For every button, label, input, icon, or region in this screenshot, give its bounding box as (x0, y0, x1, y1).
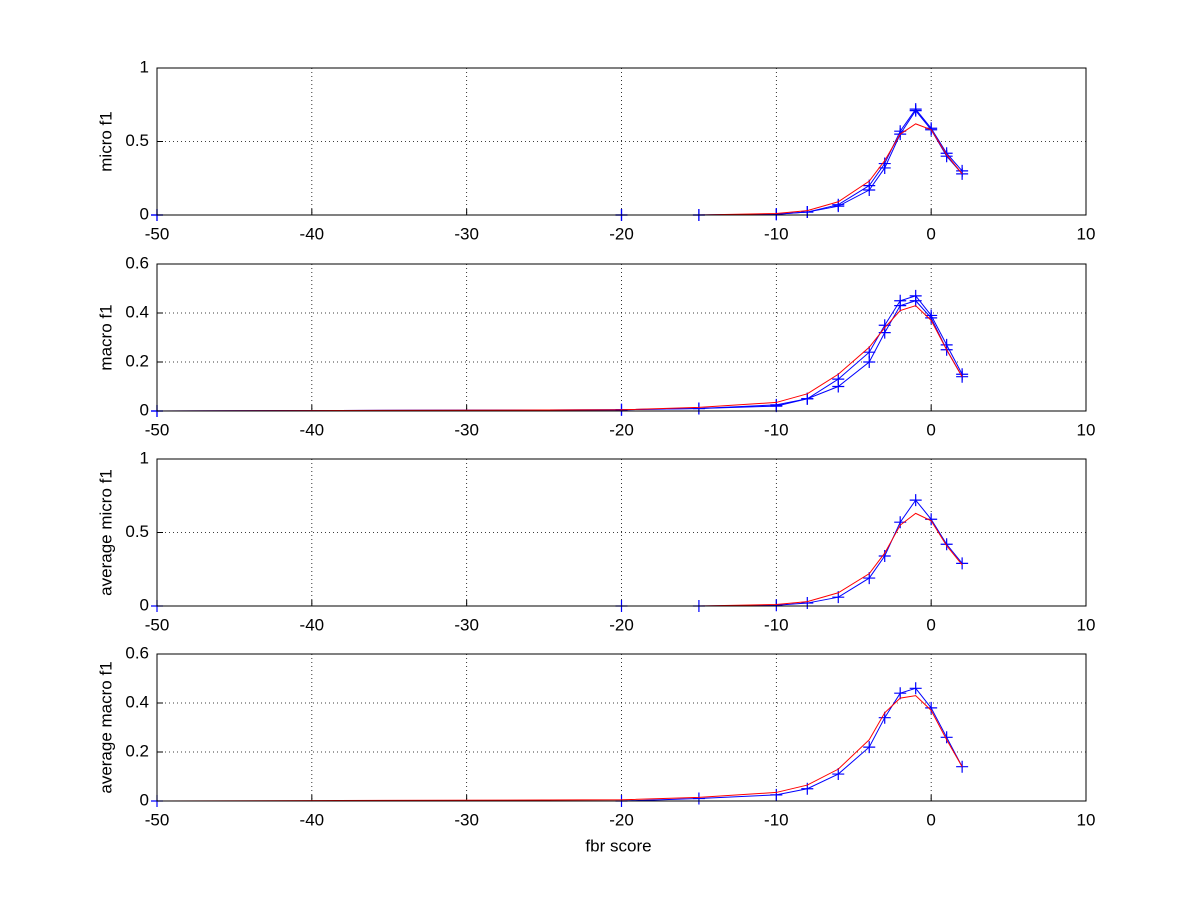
y-axis-label: macro f1 (96, 304, 115, 370)
y-tick-label: 0 (140, 400, 149, 419)
point-marker (863, 346, 876, 359)
axes-box (156, 263, 1087, 412)
x-tick-label: 0 (926, 615, 935, 634)
point-marker (878, 319, 891, 332)
x-tick-label: -50 (145, 224, 170, 243)
x-tick-label: 0 (926, 420, 935, 439)
x-tick-label: -40 (300, 615, 325, 634)
point-marker (925, 309, 938, 322)
axes-box (156, 458, 1087, 607)
series-line (156, 695, 963, 802)
x-tick-label: -20 (609, 224, 634, 243)
x-tick-label: -30 (454, 224, 479, 243)
point-marker (801, 597, 814, 610)
x-tick-label: -30 (454, 615, 479, 634)
y-tick-label: 0.5 (125, 131, 149, 150)
axes-box (156, 653, 1087, 802)
x-tick-label: -30 (454, 420, 479, 439)
x-tick-label: 10 (1077, 810, 1096, 829)
point-marker (909, 103, 922, 116)
y-tick-label: 0 (140, 595, 149, 614)
y-axis-label: average macro f1 (96, 661, 115, 793)
y-tick-label: 0 (140, 790, 149, 809)
point-marker (832, 373, 845, 386)
point-marker (909, 682, 922, 695)
point-marker (956, 368, 969, 381)
y-axis-label: average micro f1 (96, 469, 115, 596)
point-marker (770, 398, 783, 411)
point-marker (832, 198, 845, 211)
x-tick-label: -30 (454, 810, 479, 829)
x-tick-label: -10 (764, 224, 789, 243)
point-marker (692, 792, 705, 805)
x-tick-label: -40 (300, 420, 325, 439)
point-marker (940, 538, 953, 551)
y-tick-label: 1 (140, 57, 149, 76)
y-tick-label: 0.4 (125, 302, 149, 321)
x-tick-label: -40 (300, 224, 325, 243)
y-tick-label: 0.2 (125, 741, 149, 760)
point-marker (878, 550, 891, 563)
x-tick-label: 10 (1077, 224, 1096, 243)
point-marker (956, 164, 969, 177)
x-tick-label: -50 (145, 420, 170, 439)
point-marker (801, 392, 814, 405)
x-tick-label: 10 (1077, 420, 1096, 439)
point-marker (956, 557, 969, 570)
point-marker (925, 701, 938, 714)
axes-box (156, 67, 1087, 216)
point-marker (770, 208, 783, 221)
point-marker (832, 768, 845, 781)
x-tick-label: -50 (145, 615, 170, 634)
y-tick-label: 1 (140, 448, 149, 467)
y-tick-label: 0.2 (125, 351, 149, 370)
point-marker (940, 147, 953, 160)
x-tick-label: 0 (926, 224, 935, 243)
x-tick-label: -10 (764, 810, 789, 829)
point-marker (770, 599, 783, 612)
x-tick-label: -20 (609, 615, 634, 634)
point-marker (909, 289, 922, 302)
point-marker (863, 741, 876, 754)
y-axis-label: micro f1 (96, 111, 115, 171)
point-marker (894, 294, 907, 307)
x-tick-label: 10 (1077, 615, 1096, 634)
point-marker (940, 731, 953, 744)
point-marker (692, 402, 705, 415)
point-marker (801, 206, 814, 219)
y-tick-label: 0.6 (125, 643, 149, 662)
point-marker (909, 494, 922, 507)
x-tick-label: 0 (926, 810, 935, 829)
y-tick-label: 0 (140, 204, 149, 223)
point-marker (894, 687, 907, 700)
y-tick-label: 0.4 (125, 692, 149, 711)
x-tick-label: -20 (609, 420, 634, 439)
x-tick-label: -50 (145, 810, 170, 829)
x-axis-label: fbr score (585, 836, 651, 855)
x-tick-label: -10 (764, 420, 789, 439)
x-tick-label: -40 (300, 810, 325, 829)
x-tick-label: -20 (609, 810, 634, 829)
y-tick-label: 0.6 (125, 253, 149, 272)
point-marker (770, 788, 783, 801)
x-tick-label: -10 (764, 615, 789, 634)
series-line (156, 305, 963, 412)
y-tick-label: 0.5 (125, 522, 149, 541)
point-marker (878, 157, 891, 170)
